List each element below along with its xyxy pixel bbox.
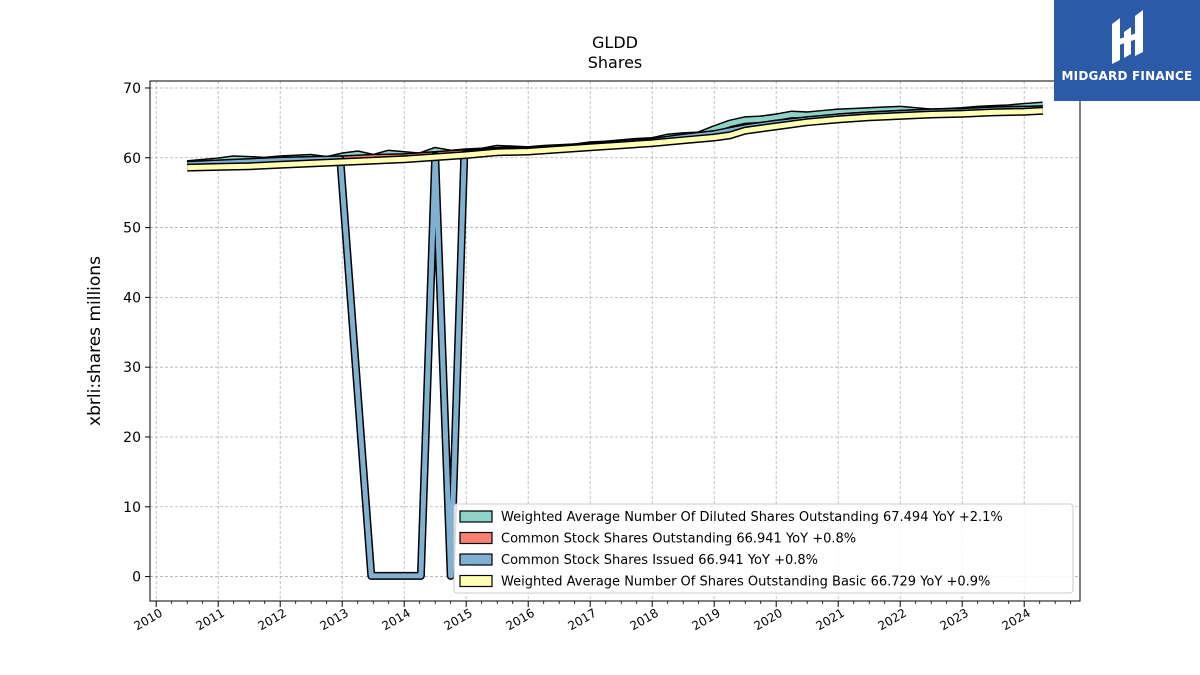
legend-swatch xyxy=(459,531,493,545)
x-tick-label: 2013 xyxy=(317,606,350,633)
legend-swatch xyxy=(459,510,493,523)
y-tick-label: 30 xyxy=(123,360,141,376)
legend-swatch xyxy=(459,553,493,566)
y-tick-label: 40 xyxy=(123,290,141,306)
x-tick-label: 2021 xyxy=(813,606,846,633)
brand-name: MIDGARD FINANCE xyxy=(1061,69,1193,83)
x-tick-label: 2020 xyxy=(751,606,784,633)
legend-entry: Weighted Average Number Of Shares Outsta… xyxy=(501,575,990,590)
x-tick-label: 2022 xyxy=(875,606,908,633)
x-tick-label: 2023 xyxy=(937,606,970,633)
x-tick-label: 2010 xyxy=(131,606,164,633)
y-tick-label: 50 xyxy=(123,221,141,237)
series-line xyxy=(187,108,1043,171)
chart-subtitle: Shares xyxy=(587,53,643,72)
x-tick-label: 2016 xyxy=(503,606,536,633)
y-tick-label: 60 xyxy=(123,151,141,167)
x-axis: 2010 2011 2012 2013 2014 2015 2016 2017 2018 2019… xyxy=(131,601,1072,633)
x-tick-label: 2017 xyxy=(565,606,598,633)
brand-logo: MIDGARD FINANCE xyxy=(1054,0,1200,101)
x-tick-label: 2011 xyxy=(193,606,226,633)
legend-entry: Common Stock Shares Issued 66.941 YoY +0… xyxy=(501,553,818,568)
legend-entry: Common Stock Shares Outstanding 66.941 Y… xyxy=(501,532,856,547)
legend-box xyxy=(453,503,1074,594)
y-tick-label: 0 xyxy=(132,570,141,586)
y-tick-label: 10 xyxy=(123,500,141,516)
midgard-logo-icon xyxy=(1112,10,1143,64)
plot-frame xyxy=(149,80,1081,602)
series-layer xyxy=(186,101,1044,580)
legend: Weighted Average Number Of Diluted Share… xyxy=(453,503,1074,594)
y-tick-label: 20 xyxy=(123,430,141,446)
y-axis-label: xbrli:shares millions xyxy=(85,256,105,426)
legend-entry: Weighted Average Number Of Diluted Share… xyxy=(501,510,1003,525)
y-axis: 0 10 20 30 40 50 60 70 xyxy=(123,81,150,586)
x-tick-label: 2015 xyxy=(441,606,474,633)
x-tick-label: 2024 xyxy=(999,606,1032,633)
legend-swatch xyxy=(459,574,493,588)
chart-title: GLDD xyxy=(592,33,638,52)
x-tick-label: 2018 xyxy=(627,606,660,633)
x-tick-label: 2014 xyxy=(379,606,412,633)
x-tick-label: 2019 xyxy=(689,606,722,633)
y-tick-label: 70 xyxy=(123,81,141,97)
x-tick-label: 2012 xyxy=(255,606,288,633)
